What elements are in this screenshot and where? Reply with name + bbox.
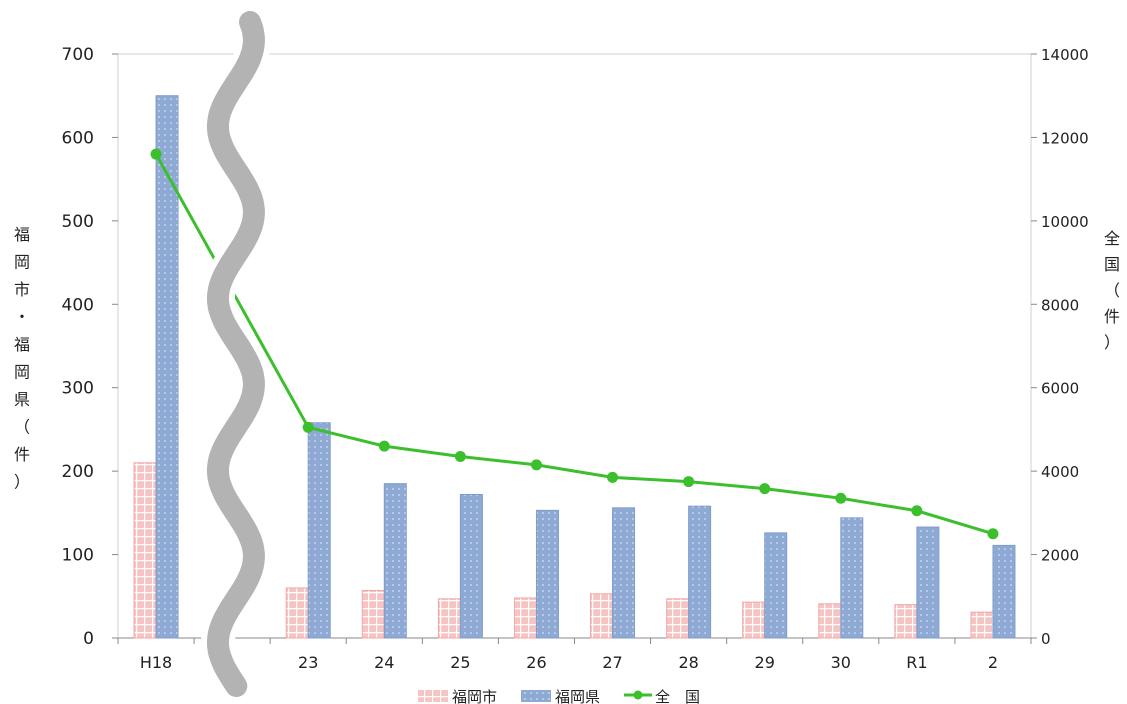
y-label-right-char: 件 [1104,307,1120,326]
bar-fukuoka-pref [307,422,331,639]
national-point [378,440,390,452]
y-label-right-char: 全 [1104,229,1120,248]
left-tick-label: 200 [62,462,94,482]
y-label-right-char: 国 [1104,255,1120,274]
national-point [987,528,999,540]
right-tick-label: 10000 [1041,213,1089,231]
x-tick-label: 25 [450,653,470,672]
left-tick-label: 500 [62,212,94,232]
bar-fukuoka-city [970,611,994,639]
right-tick-label: 14000 [1041,46,1089,64]
x-tick-label: 24 [374,653,394,672]
national-point [911,505,923,517]
national-point [302,421,314,433]
right-tick-label: 8000 [1041,296,1079,314]
bar-fukuoka-city [361,589,385,639]
bar-fukuoka-city [133,462,157,639]
legend: 福岡市 福岡県 全 国 [418,688,700,704]
bar-fukuoka-pref [155,95,179,639]
bar-fukuoka-pref [992,544,1016,639]
right-y-ticks: 0 2000 4000 6000 8000 10000 12000 14000 [1031,46,1089,648]
y-label-right-char: ） [1104,333,1120,352]
bar-fukuoka-pref [535,509,559,639]
national-point [759,483,771,495]
national-point [150,148,162,160]
left-tick-label: 0 [83,629,94,649]
national-point [683,476,695,488]
x-tick-label: H18 [140,653,172,672]
bar-fukuoka-city [437,598,461,639]
legend-label-national: 全 国 [655,688,700,704]
right-tick-label: 4000 [1041,463,1079,481]
legend-swatch-pref [521,690,551,702]
y-label-left-char: 岡 [14,253,30,272]
national-series-line [154,153,994,536]
y-label-right-char: （ [1104,281,1120,300]
y-axis-label-left: 福岡市・福岡県（件） [14,225,30,492]
right-tick-label: 2000 [1041,547,1079,565]
x-tick-label: 27 [602,653,622,672]
x-ticks: H18 23 24 25 26 27 28 29 30 R1 2 [117,638,1032,672]
national-point [530,459,542,471]
bar-fukuoka-pref [612,507,636,639]
left-tick-label: 100 [62,546,94,566]
legend-label-pref: 福岡県 [555,688,600,704]
right-tick-label: 6000 [1041,380,1079,398]
y-label-left-char: 福 [14,335,30,354]
bar-fukuoka-city [590,593,614,639]
bar-fukuoka-pref [383,483,407,639]
national-line [150,148,999,540]
legend-label-city: 福岡市 [452,688,497,704]
x-tick-label: 28 [678,653,698,672]
y-label-left-char: ・ [14,308,30,327]
axis-break-wave [206,11,265,697]
bar-fukuoka-pref [840,517,864,639]
y-label-left-char: ） [14,473,30,492]
left-y-ticks: 0 100 200 300 400 500 600 700 [62,45,118,649]
bar-fukuoka-city [666,598,690,639]
y-label-left-char: 市 [14,280,30,299]
left-tick-label: 600 [62,128,94,148]
bar-fukuoka-pref [459,494,483,639]
right-tick-label: 0 [1041,630,1051,648]
right-tick-label: 12000 [1041,129,1089,147]
x-tick-label: R1 [906,653,927,672]
axis-break [200,5,271,703]
legend-marker-national [633,690,643,700]
bar-fukuoka-pref [688,505,712,639]
x-tick-label: 30 [831,653,851,672]
left-tick-label: 300 [62,379,94,399]
bar-fukuoka-city [818,603,842,639]
national-point [607,471,619,483]
national-point [454,451,466,463]
y-label-left-char: 岡 [14,363,30,382]
bar-fukuoka-pref [764,532,788,639]
x-tick-label: 26 [526,653,546,672]
y-axis-label-right: 全国 （ 件 ） [1104,229,1120,352]
bars [133,95,1016,639]
y-label-left-char: 福 [14,225,30,244]
legend-swatch-city [418,690,448,702]
bar-fukuoka-city [285,587,309,639]
left-tick-label: 400 [62,295,94,315]
bar-fukuoka-city [894,604,918,639]
left-tick-label: 700 [62,45,94,65]
y-label-left-char: （ [14,418,30,437]
y-label-left-char: 件 [14,445,30,464]
x-tick-label: 29 [755,653,775,672]
x-tick-label: 2 [988,653,998,672]
national-point [835,492,847,504]
y-label-left-char: 県 [14,390,30,409]
bar-fukuoka-city [513,597,537,639]
bar-fukuoka-city [742,601,766,639]
x-tick-label: 23 [298,653,318,672]
bar-fukuoka-pref [916,526,940,639]
